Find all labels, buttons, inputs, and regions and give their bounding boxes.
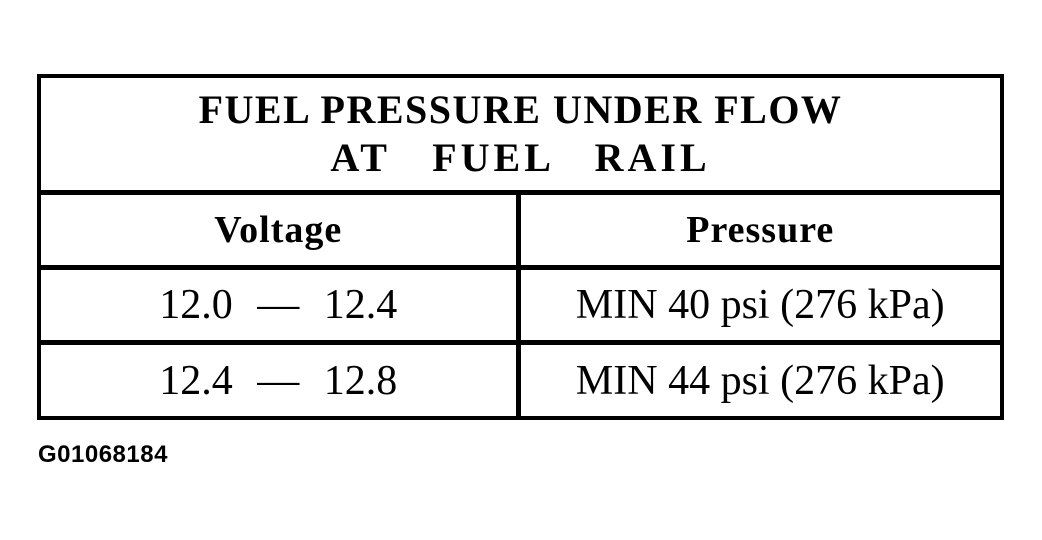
figure-code: G01068184 (38, 441, 168, 468)
table-header-row: Voltage Pressure (41, 195, 1000, 270)
pressure-cell-row-2: MIN 44 psi (276 kPa) (575, 357, 945, 404)
column-header-voltage: Voltage (41, 195, 521, 265)
table-title-line-1: FUEL PRESSURE UNDER FLOW (198, 87, 843, 132)
table-title-line-2: AT FUEL RAIL (330, 135, 711, 180)
voltage-cell-row-1: 12.0 — 12.4 (41, 270, 521, 340)
table-title: FUEL PRESSURE UNDER FLOW AT FUEL RAIL (41, 78, 1000, 195)
voltage-cell-row-2: 12.4 — 12.8 (41, 345, 521, 416)
table-row: 12.4 — 12.8 MIN 44 psi (276 kPa) (41, 345, 1000, 416)
table-row: 12.0 — 12.4 MIN 40 psi (276 kPa) (41, 270, 1000, 345)
fuel-pressure-spec-table: FUEL PRESSURE UNDER FLOW AT FUEL RAIL Vo… (37, 74, 1004, 420)
pressure-cell-row-1: MIN 40 psi (276 kPa) (575, 282, 945, 328)
column-header-pressure: Pressure (686, 209, 835, 251)
